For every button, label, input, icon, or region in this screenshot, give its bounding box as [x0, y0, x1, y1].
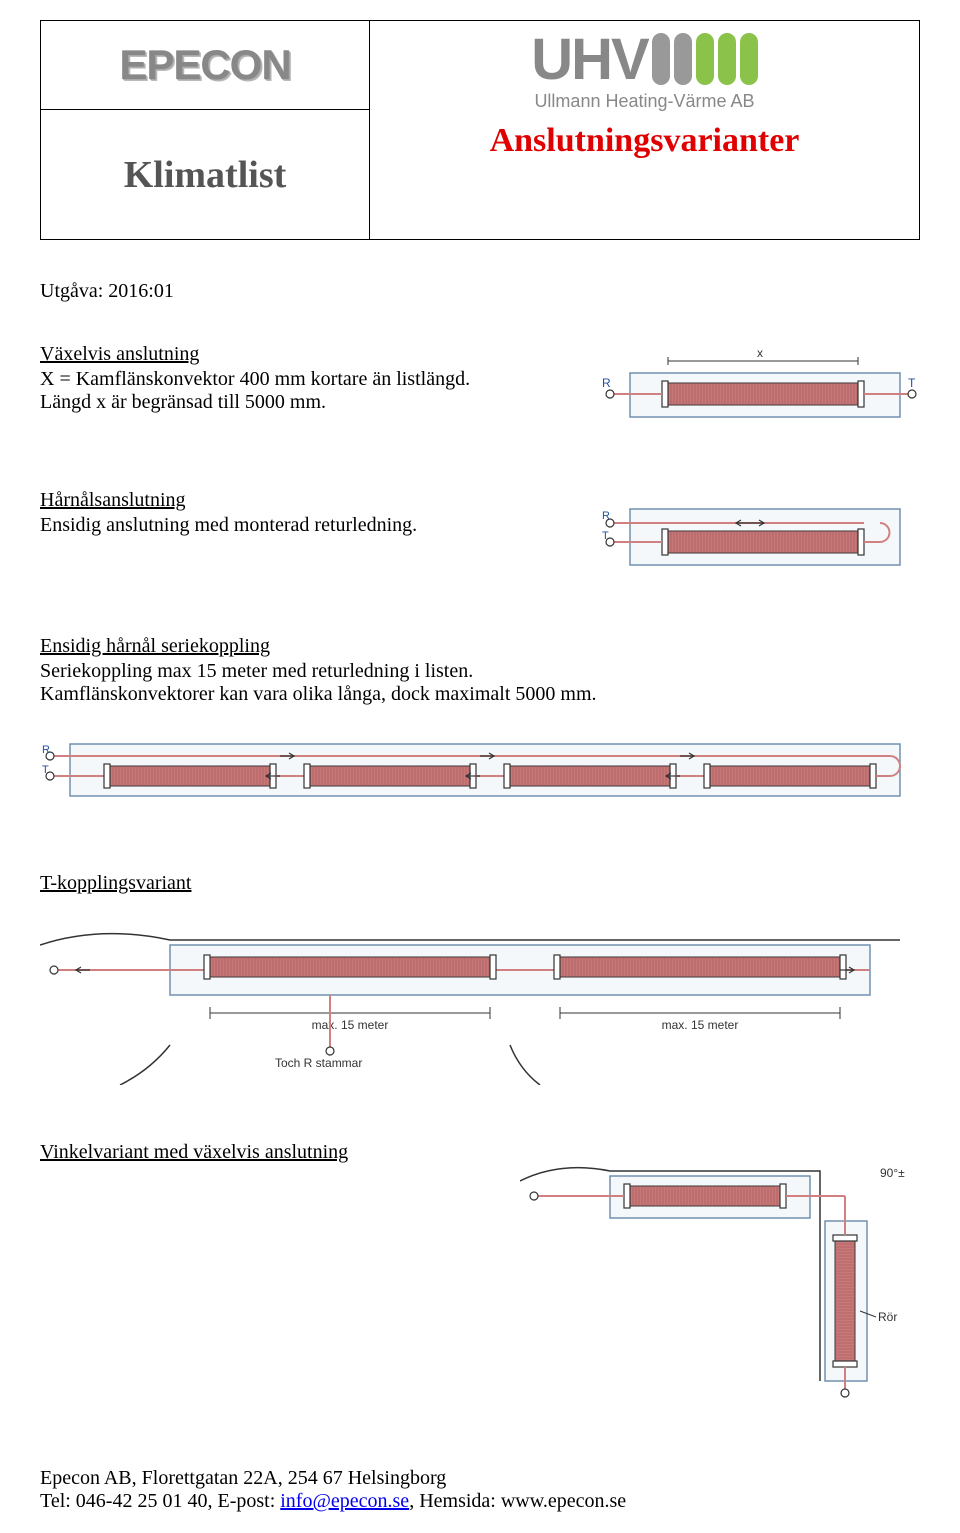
uhv-tagline: Ullmann Heating-Värme AB: [531, 91, 757, 112]
svg-text:Toch R stammar: Toch R stammar: [275, 1056, 362, 1070]
section-line: Längd x är begränsad till 5000 mm.: [40, 391, 580, 414]
svg-text:90°±: 90°±: [880, 1166, 905, 1180]
svg-text:T: T: [602, 530, 609, 542]
svg-text:R: R: [42, 744, 50, 756]
section-title: T-kopplingsvariant: [40, 872, 920, 895]
section-tkoppling: T-kopplingsvariant: [40, 872, 920, 895]
section-title: Ensidig hårnål seriekoppling: [40, 635, 920, 658]
header-right-col: UHV Ullmann Heating-Värme AB Anslutnings…: [370, 20, 920, 240]
svg-text:max. 15 meter: max. 15 meter: [662, 1018, 739, 1032]
epecon-logo: EPECON: [119, 41, 290, 89]
uhv-bar-icon: [696, 33, 714, 85]
diagram-tkoppling: max. 15 meter max. 15 meter Toch R stammar: [40, 915, 920, 1091]
footer-tel: Tel: 046-42 25 01 40, E-post:: [40, 1490, 280, 1512]
header-table: EPECON Klimatlist UHV Ullmann Heating-Vä…: [40, 20, 920, 240]
uhv-bar-icon: [740, 33, 758, 85]
diagram-vinkel: 90°± Rör: [520, 1141, 920, 1407]
uhv-logo: UHV Ullmann Heating-Värme AB: [531, 31, 757, 112]
section-line: Seriekoppling max 15 meter med returledn…: [40, 660, 920, 683]
diagram-vaxelvis: R Tx: [600, 343, 920, 439]
uhv-bar-icon: [652, 33, 670, 85]
section-vaxelvis: Växelvis anslutning X = Kamflänskonvekto…: [40, 343, 920, 439]
uhv-bar-icon: [718, 33, 736, 85]
footer-address: Epecon AB, Florettgatan 22A, 254 67 Hels…: [40, 1467, 920, 1490]
section-ensidig: Ensidig hårnål seriekoppling Seriekoppli…: [40, 635, 920, 706]
uhv-bar-icon: [674, 33, 692, 85]
header-left-col: EPECON Klimatlist: [40, 20, 370, 240]
footer-email-link[interactable]: info@epecon.se: [280, 1490, 409, 1512]
section-vinkel: Vinkelvariant med växelvis anslutning 90…: [40, 1141, 920, 1407]
uhv-logo-text: UHV: [531, 31, 647, 89]
svg-text:T: T: [908, 376, 916, 390]
footer-web: , Hemsida: www.epecon.se: [409, 1490, 626, 1512]
diagram-ensidig: RT: [40, 726, 920, 822]
section-harnal: Hårnålsanslutning Ensidig anslutning med…: [40, 489, 920, 585]
section-line: Kamflänskonvektorer kan vara olika långa…: [40, 683, 920, 706]
section-line: X = Kamflänskonvektor 400 mm kortare än …: [40, 368, 580, 391]
utgava-text: Utgåva: 2016:01: [40, 280, 920, 303]
footer: Epecon AB, Florettgatan 22A, 254 67 Hels…: [40, 1467, 920, 1513]
epecon-logo-cell: EPECON: [40, 20, 370, 110]
klimatlist-cell: Klimatlist: [40, 110, 370, 240]
diagram-harnal: RT: [600, 489, 920, 585]
section-title: Vinkelvariant med växelvis anslutning: [40, 1141, 500, 1164]
section-title: Växelvis anslutning: [40, 343, 580, 366]
svg-text:T: T: [42, 764, 49, 776]
section-line: Ensidig anslutning med monterad returled…: [40, 514, 580, 537]
klimatlist-title: Klimatlist: [124, 153, 287, 197]
section-title: Hårnålsanslutning: [40, 489, 580, 512]
svg-text:x: x: [757, 346, 763, 360]
svg-text:R: R: [602, 376, 611, 390]
svg-text:R: R: [602, 510, 610, 522]
page-title: Anslutningsvarianter: [490, 122, 800, 160]
svg-text:max. 15 meter: max. 15 meter: [312, 1018, 389, 1032]
svg-text:Rör: Rör: [878, 1310, 897, 1324]
footer-contact: Tel: 046-42 25 01 40, E-post: info@epeco…: [40, 1490, 920, 1513]
